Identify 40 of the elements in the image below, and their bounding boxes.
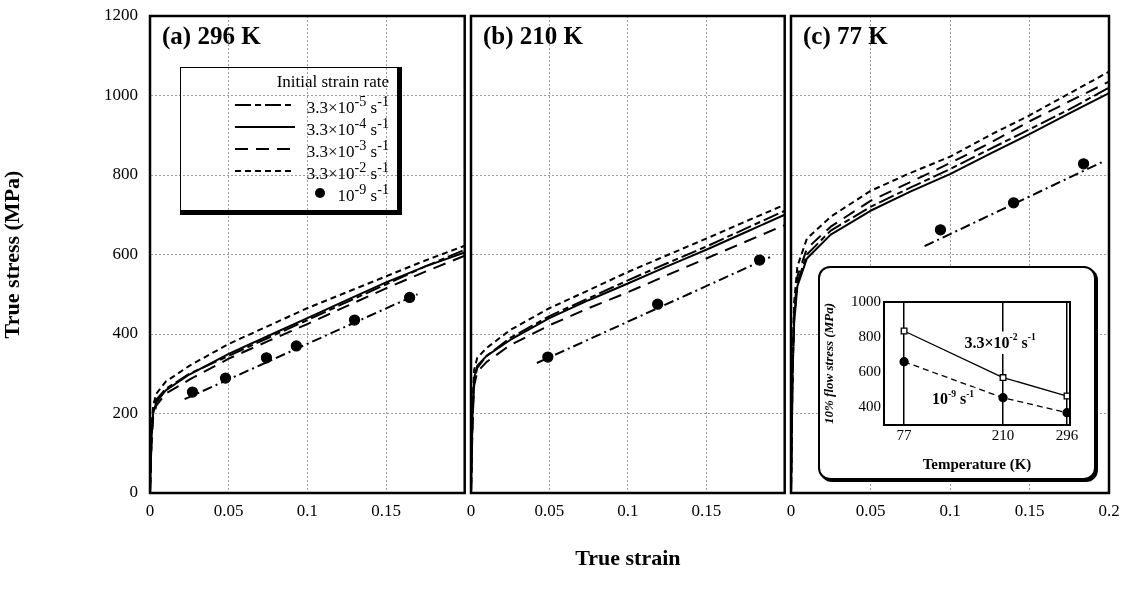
y-tick-label: 1000 <box>851 292 881 309</box>
y-tick-label: 1200 <box>104 5 138 25</box>
x-tick-label: 296 <box>1055 426 1079 443</box>
x-tick-label: 0.15 <box>371 500 401 520</box>
x-tick-label: 0.1 <box>939 500 961 520</box>
chart-title: (b) 210 K <box>483 22 583 50</box>
legend-label: 10$^{-9}$ s$^{-1}$ <box>337 180 389 206</box>
x-tick-label: 0.15 <box>1014 500 1045 520</box>
x-tick-label: 0.2 <box>1098 500 1120 520</box>
y-tick-label: 1000 <box>104 84 138 104</box>
legend-label: 3.3×10$^{-3}$ s$^{-1}$ <box>306 136 389 161</box>
legend-label: 3.3×10$^{-2}$ s$^{-1}$ <box>306 158 389 183</box>
x-tick-label: 0 <box>466 500 476 520</box>
y-tick-label: 800 <box>858 328 881 345</box>
x-axis-title: True strain <box>575 545 681 571</box>
y-tick-label: 800 <box>112 164 138 184</box>
x-tick-label: 0.15 <box>691 500 722 520</box>
chart-title: (a) 296 K <box>162 22 261 50</box>
y-tick-label: 400 <box>858 398 881 415</box>
legend-label: 3.3×10$^{-4}$ s$^{-1}$ <box>306 114 389 139</box>
y-axis-title: True stress (MPa) <box>0 170 24 339</box>
y-axis-title: 10% flow stress (MPa) <box>821 303 837 424</box>
x-tick-label: 0.1 <box>617 500 639 520</box>
y-tick-label: 400 <box>112 323 138 343</box>
legend-label: 3.3×10$^{-5}$ s$^{-1}$ <box>306 92 389 117</box>
x-tick-label: 77 <box>896 426 913 443</box>
x-tick-label: 210 <box>991 426 1015 443</box>
x-tick-label: 0.05 <box>534 500 565 520</box>
x-tick-label: 0.1 <box>296 500 318 520</box>
y-tick-label: 200 <box>112 402 138 422</box>
chart-title: (c) 77 K <box>803 22 888 50</box>
y-tick-label: 600 <box>112 243 138 263</box>
legend-title: Initial strain rate <box>275 72 389 92</box>
x-tick-label: 0 <box>786 500 796 520</box>
x-tick-label: 0 <box>145 500 155 520</box>
y-tick-label: 0 <box>129 482 138 502</box>
y-tick-label: 600 <box>858 363 881 380</box>
x-tick-label: 0.05 <box>213 500 244 520</box>
x-tick-label: 0.05 <box>855 500 886 520</box>
x-axis-title: Temperature (K) <box>922 455 1032 473</box>
